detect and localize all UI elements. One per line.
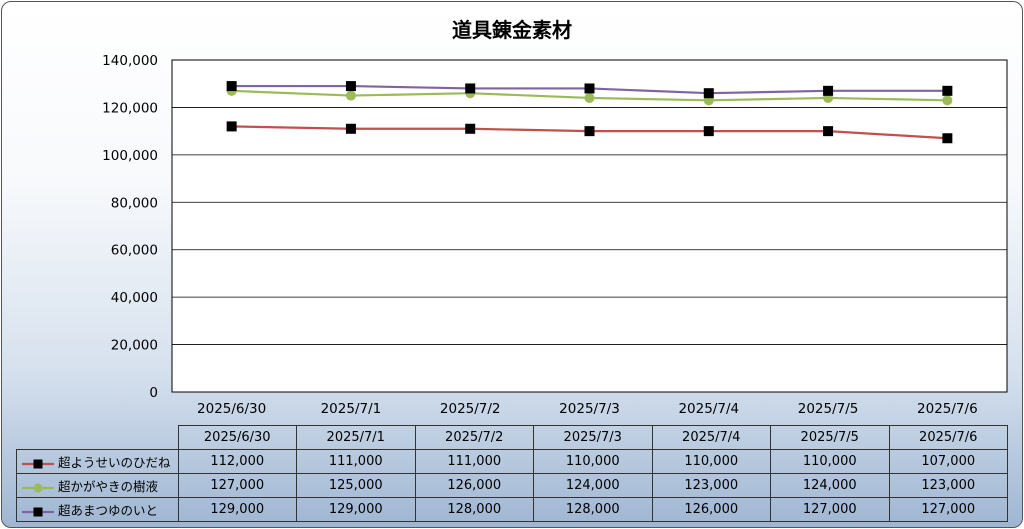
x-tick-label: 2025/7/5 xyxy=(798,401,859,417)
table-header-cell: 2025/7/4 xyxy=(651,425,771,450)
legend-marker xyxy=(22,507,54,516)
line-chart: 0 20,000 40,000 60,000 80,000 100,000 120,000 1… xyxy=(102,53,1008,417)
data-point xyxy=(465,83,476,94)
table-value-cell: 126,000 xyxy=(651,497,771,522)
table-value-cell: 112,000 xyxy=(177,449,297,474)
data-point xyxy=(942,85,953,96)
table-value-cell: 124,000 xyxy=(770,473,890,498)
table-header-cell: 2025/7/5 xyxy=(770,425,890,450)
data-point xyxy=(584,83,595,94)
table-value-cell: 129,000 xyxy=(296,497,416,522)
plot-area xyxy=(171,59,1008,393)
legend-marker xyxy=(22,483,54,492)
table-value-cell: 123,000 xyxy=(888,473,1008,498)
data-point xyxy=(226,121,237,132)
y-tick-label: 100,000 xyxy=(102,148,158,164)
y-tick-label: 60,000 xyxy=(111,243,158,259)
table-value-cell: 111,000 xyxy=(414,449,534,474)
table-value-cell: 127,000 xyxy=(770,497,890,522)
table-value-cell: 107,000 xyxy=(888,449,1008,474)
table-row: 超あまつゆのいと 129,000 129,000 128,000 128,000 126,… xyxy=(16,497,1008,522)
table-row: 超ようせいのひだね 112,000 111,000 111,000 110,000 110… xyxy=(16,449,1008,474)
legend-key-cell: 超あまつゆのいと xyxy=(16,497,179,522)
x-tick-label: 2025/7/6 xyxy=(917,401,978,417)
table-value-cell: 127,000 xyxy=(888,497,1008,522)
table-value-cell: 128,000 xyxy=(533,497,653,522)
table-value-cell: 110,000 xyxy=(651,449,771,474)
table-row: 超かがやきの樹液 127,000 125,000 126,000 124,000 123,… xyxy=(16,473,1008,498)
data-table: 2025/6/30 2025/7/1 2025/7/2 2025/7/3 2025/7/… xyxy=(16,425,1008,522)
data-point xyxy=(823,126,834,137)
table-value-cell: 127,000 xyxy=(177,473,297,498)
data-point xyxy=(226,81,237,92)
data-point xyxy=(465,123,476,134)
table-header-row: 2025/6/30 2025/7/1 2025/7/2 2025/7/3 2025/7/… xyxy=(17,425,1008,450)
data-point xyxy=(345,90,356,101)
data-point xyxy=(703,126,714,137)
table-header-cell: 2025/7/1 xyxy=(296,425,416,450)
legend-key-cell: 超ようせいのひだね xyxy=(16,449,179,474)
data-point xyxy=(823,85,834,96)
x-tick-label: 2025/7/4 xyxy=(678,401,739,417)
data-point xyxy=(584,126,595,137)
table-header-cell: 2025/6/30 xyxy=(177,425,297,450)
legend-label: 超ようせいのひだね xyxy=(58,455,171,470)
x-tick-label: 2025/7/1 xyxy=(321,401,382,417)
table-value-cell: 110,000 xyxy=(533,449,653,474)
table-header-cell: 2025/7/2 xyxy=(414,425,534,450)
table-value-cell: 111,000 xyxy=(296,449,416,474)
y-tick-label: 80,000 xyxy=(111,195,158,211)
table-value-cell: 129,000 xyxy=(177,497,297,522)
x-tick-label: 2025/7/3 xyxy=(559,401,620,417)
table-header-cell: 2025/7/3 xyxy=(533,425,653,450)
data-point xyxy=(703,88,714,99)
y-tick-label: 20,000 xyxy=(111,338,158,354)
legend-label: 超かがやきの樹液 xyxy=(58,479,159,494)
y-tick-label: 40,000 xyxy=(111,290,158,306)
x-tick-label: 2025/6/30 xyxy=(197,401,266,417)
legend-marker xyxy=(22,459,54,468)
x-tick-label: 2025/7/2 xyxy=(440,401,501,417)
table-value-cell: 110,000 xyxy=(770,449,890,474)
y-tick-label: 0 xyxy=(149,385,158,401)
table-header-cell: 2025/7/6 xyxy=(888,425,1008,450)
legend-key-cell: 超かがやきの樹液 xyxy=(16,473,179,498)
legend-label: 超あまつゆのいと xyxy=(58,503,159,518)
data-point xyxy=(942,95,953,106)
table-value-cell: 126,000 xyxy=(414,473,534,498)
y-tick-label: 140,000 xyxy=(102,53,158,69)
data-point xyxy=(942,133,953,144)
data-point xyxy=(345,81,356,92)
y-tick-label: 120,000 xyxy=(102,100,158,116)
table-value-cell: 125,000 xyxy=(296,473,416,498)
table-corner-cell xyxy=(17,426,179,450)
data-point xyxy=(584,92,595,103)
data-point xyxy=(345,123,356,134)
chart-title: 道具錬金素材 xyxy=(452,18,572,42)
table-value-cell: 123,000 xyxy=(651,473,771,498)
table-value-cell: 124,000 xyxy=(533,473,653,498)
table-value-cell: 128,000 xyxy=(414,497,534,522)
